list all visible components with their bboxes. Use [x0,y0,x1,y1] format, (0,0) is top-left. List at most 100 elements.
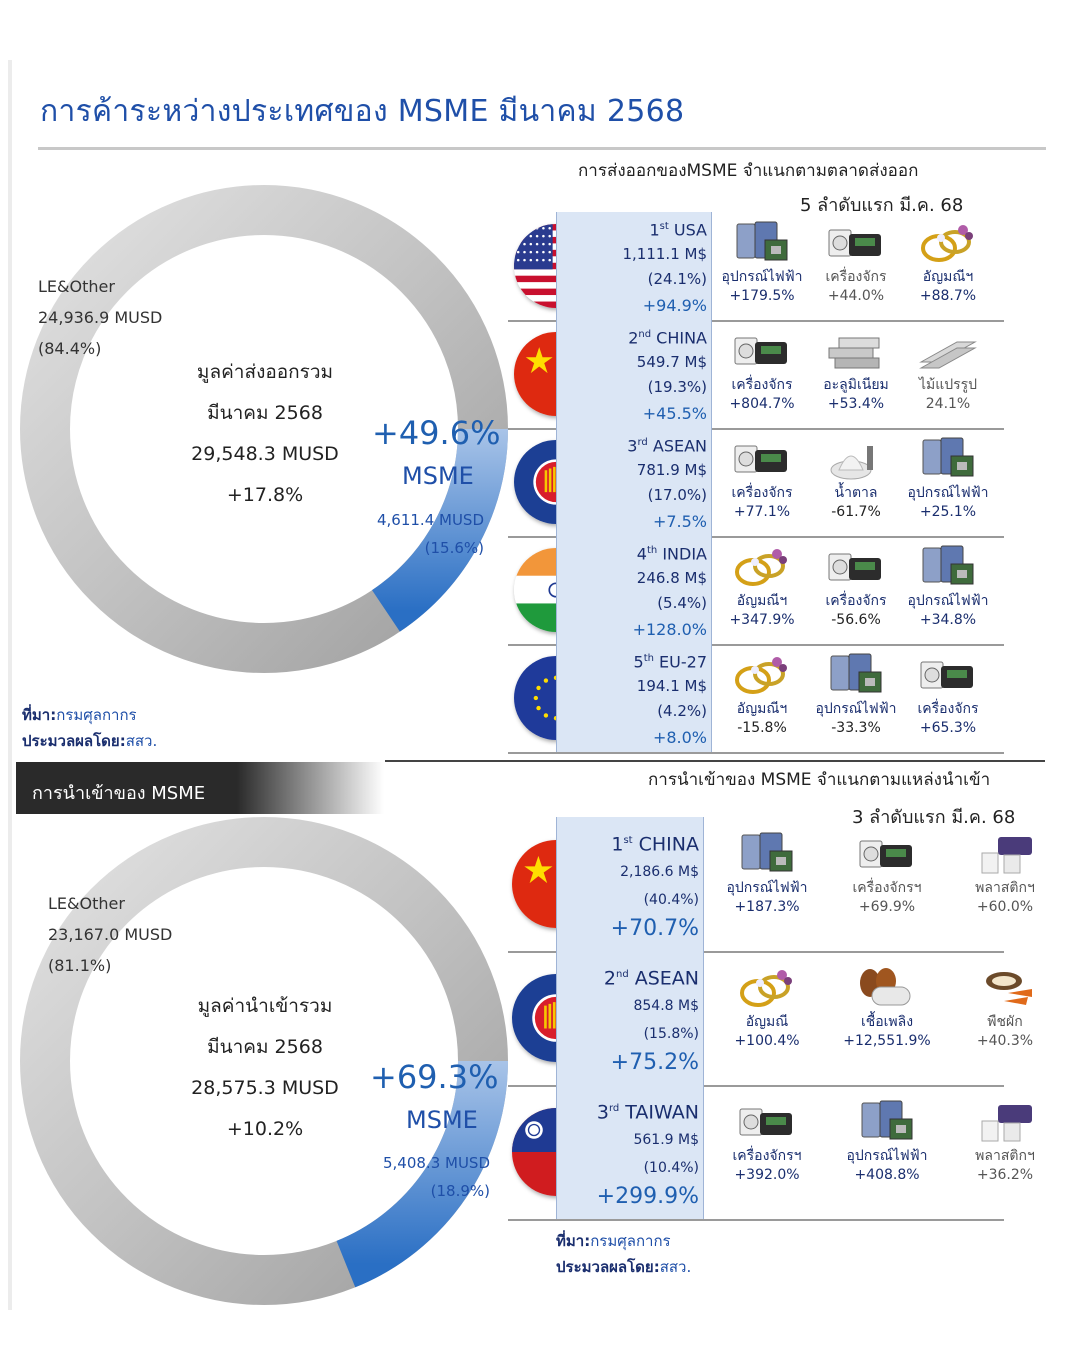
market-name: TAIWAN [619,1101,699,1124]
market-growth: +8.0% [652,728,707,748]
product-growth: +408.8% [854,1167,920,1183]
machinery-icon [731,328,793,374]
market-name: CHINA [651,328,707,348]
export-total-title: มูลค่าส่งออกรวม [196,361,334,383]
product-item: อะลูมิเนียม +53.4% [808,328,904,412]
product-name: อัญมณีฯ [736,701,788,717]
export-market-heading: การส่งออกของMSME จำแนกตามตลาดส่งออก [578,161,919,181]
product-name: อัญมณีฯ [922,269,974,285]
product-name: ไม้แปรรูป [918,377,978,393]
export-total-block: มูลค่าส่งออกรวม มีนาคม 2568 29,548.3 MUS… [150,352,380,516]
product-growth: -33.3% [831,720,881,736]
market-info-box: 1st USA 1,111.1 M$ (24.1%) +94.9% [556,212,712,320]
export-donut-chart [20,185,508,673]
machinery-icon [736,1099,798,1145]
rank-number: 2 [628,328,639,348]
product-growth: +179.5% [729,288,795,304]
product-growth: +40.3% [976,1033,1034,1049]
rank-number: 1 [649,220,660,240]
product-growth: +36.2% [976,1167,1034,1183]
undefined: 1st USA 1,111.1 M$ (24.1%) +94.9% อุปกรณ์ไฟ… [508,212,1004,322]
market-info-box: 1st CHINA 2,186.6 M$ (40.4%) +70.7% [556,817,704,951]
market-growth: +70.7% [610,916,699,942]
market-rank: 4th INDIA [557,538,707,566]
product-growth: +25.1% [919,504,977,520]
undefined: 1st CHINA 2,186.6 M$ (40.4%) +70.7% อุปกรณ์… [508,817,1035,953]
market-growth: +7.5% [652,512,707,532]
undefined: 3rd TAIWAN 561.9 M$ (10.4%) +299.9% เครื่อง… [508,1085,1035,1221]
product-name: น้ำตาล [834,485,878,501]
machinery-icon [825,220,887,266]
import-le-other-name: LE&Other [48,894,125,913]
market-value: 854.8 M$ [633,998,699,1015]
import-section-title: การนำเข้าของ MSME [32,783,206,804]
product-name: เครื่องจักร [917,701,979,717]
market-share: (19.3%) [647,378,707,397]
market-rank: 2nd ASEAN [557,961,699,992]
processed-by-value: สสว. [125,732,158,750]
source-label: ที่มา: [22,706,57,724]
processed-by-label: ประมวลผลโดย: [556,1258,660,1276]
market-name: ASEAN [647,436,707,456]
product-item: เครื่องจักร -56.6% [808,544,904,628]
product-growth: +34.8% [919,612,977,628]
rank-suffix: nd [638,329,652,340]
rank-number: 1 [611,833,624,856]
product-growth: +60.0% [976,899,1034,915]
product-growth: +65.3% [919,720,977,736]
product-item: อุปกรณ์ไฟฟ้า -33.3% [808,652,904,736]
market-share: (15.8%) [643,1026,699,1043]
electrical-equipment-icon [731,220,793,266]
product-item: น้ำตาล -61.7% [808,436,904,520]
product-name: อุปกรณ์ไฟฟ้า [907,485,989,501]
market-rank: 5th EU-27 [557,646,708,674]
product-name: อัญมณี [745,1014,789,1030]
export-msme-slice [371,428,508,632]
market-value: 246.8 M$ [636,569,707,588]
electrical-equipment-icon [917,436,979,482]
import-le-other-value: 23,167.0 MUSD [48,925,173,944]
product-growth: +347.9% [729,612,795,628]
product-item: เครื่องจักร +44.0% [808,220,904,304]
market-growth: +94.9% [642,296,707,316]
product-growth: +392.0% [734,1167,800,1183]
export-le-other-value: 24,936.9 MUSD [38,308,163,327]
product-item: เครื่องจักร +804.7% [714,328,810,412]
import-total-block: มูลค่านำเข้ารวม มีนาคม 2568 28,575.3 MUS… [150,986,380,1150]
market-share: (24.1%) [647,270,707,289]
export-msme-share: (15.6%) [424,539,484,557]
export-total-period: มีนาคม 2568 [207,402,323,424]
product-name: พลาสติกฯ [975,880,1035,896]
market-value: 781.9 M$ [636,461,707,480]
electrical-equipment-icon [917,544,979,590]
product-name: เครื่องจักรฯ [732,1148,802,1164]
export-le-other-name: LE&Other [38,277,115,296]
source-value: กรมศุลกากร [590,1232,671,1250]
product-item: อุปกรณ์ไฟฟ้า +179.5% [714,220,810,304]
import-msme-share: (18.9%) [430,1182,490,1200]
market-growth: +45.5% [642,404,707,424]
import-source-heading: การนำเข้าของ MSME จำแนกตามแหล่งนำเข้า [648,770,991,790]
left-margin-rule [8,60,12,1310]
import-msme-label: MSME [406,1106,478,1134]
lumber-icon [917,328,979,374]
market-rank: 1st USA [557,214,707,242]
market-rank: 3rd ASEAN [557,430,707,458]
market-name: INDIA [657,544,707,564]
rank-number: 3 [596,1101,609,1124]
product-growth: -56.6% [831,612,881,628]
product-name: อุปกรณ์ไฟฟ้า [907,593,989,609]
undefined: 4th INDIA 246.8 M$ (5.4%) +128.0% อัญมณีฯ +3… [508,536,1004,646]
product-growth: -61.7% [831,504,881,520]
electrical-equipment-icon [825,652,887,698]
product-item: เชื้อเพลิง +12,551.9% [832,965,942,1049]
product-growth: +804.7% [729,396,795,412]
rank-number: 2 [603,967,616,990]
section-divider [385,760,1045,762]
market-share: (4.2%) [657,702,707,721]
product-name: พลาสติกฯ [975,1148,1035,1164]
product-item: อัญมณีฯ +88.7% [900,220,996,304]
product-name: เชื้อเพลิง [860,1014,914,1030]
import-le-other-label: LE&Other 23,167.0 MUSD (81.1%) [48,888,172,981]
aluminium-icon [825,328,887,374]
